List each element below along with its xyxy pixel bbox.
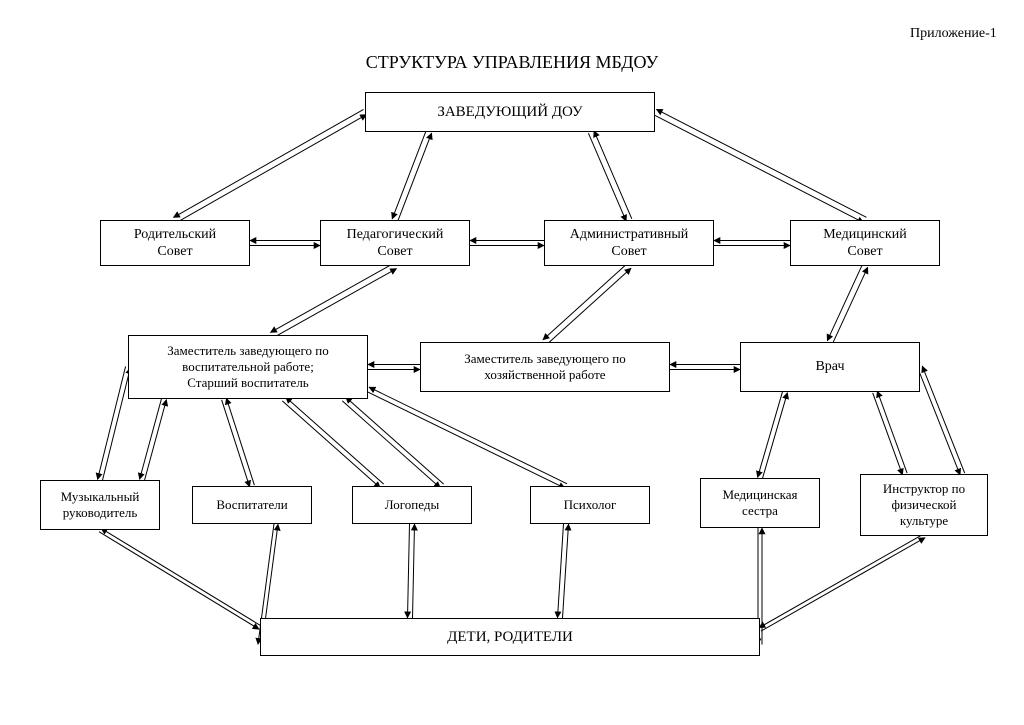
node-children: ДЕТИ, РОДИТЕЛИ xyxy=(260,618,760,656)
node-ped_c: Педагогический Совет xyxy=(320,220,470,266)
node-dep_econ: Заместитель заведующего по хозяйственной… xyxy=(420,342,670,392)
node-dep_edu: Заместитель заведующего по воспитательно… xyxy=(128,335,368,399)
node-educators: Воспитатели xyxy=(192,486,312,524)
node-admin_c: Административный Совет xyxy=(544,220,714,266)
appendix-label: Приложение-1 xyxy=(910,26,997,42)
node-med_c: Медицинский Совет xyxy=(790,220,940,266)
node-music: Музыкальный руководитель xyxy=(40,480,160,530)
node-parent_c: Родительский Совет xyxy=(100,220,250,266)
node-head: ЗАВЕДУЮЩИЙ ДОУ xyxy=(365,92,655,132)
diagram-page: Приложение-1 СТРУКТУРА УПРАВЛЕНИЯ МБДОУ … xyxy=(0,0,1024,725)
node-doctor: Врач xyxy=(740,342,920,392)
node-nurse: Медицинская сестра xyxy=(700,478,820,528)
node-psych: Психолог xyxy=(530,486,650,524)
page-title: СТРУКТУРА УПРАВЛЕНИЯ МБДОУ xyxy=(0,52,1024,73)
node-pe: Инструктор по физической культуре xyxy=(860,474,988,536)
node-logoped: Логопеды xyxy=(352,486,472,524)
